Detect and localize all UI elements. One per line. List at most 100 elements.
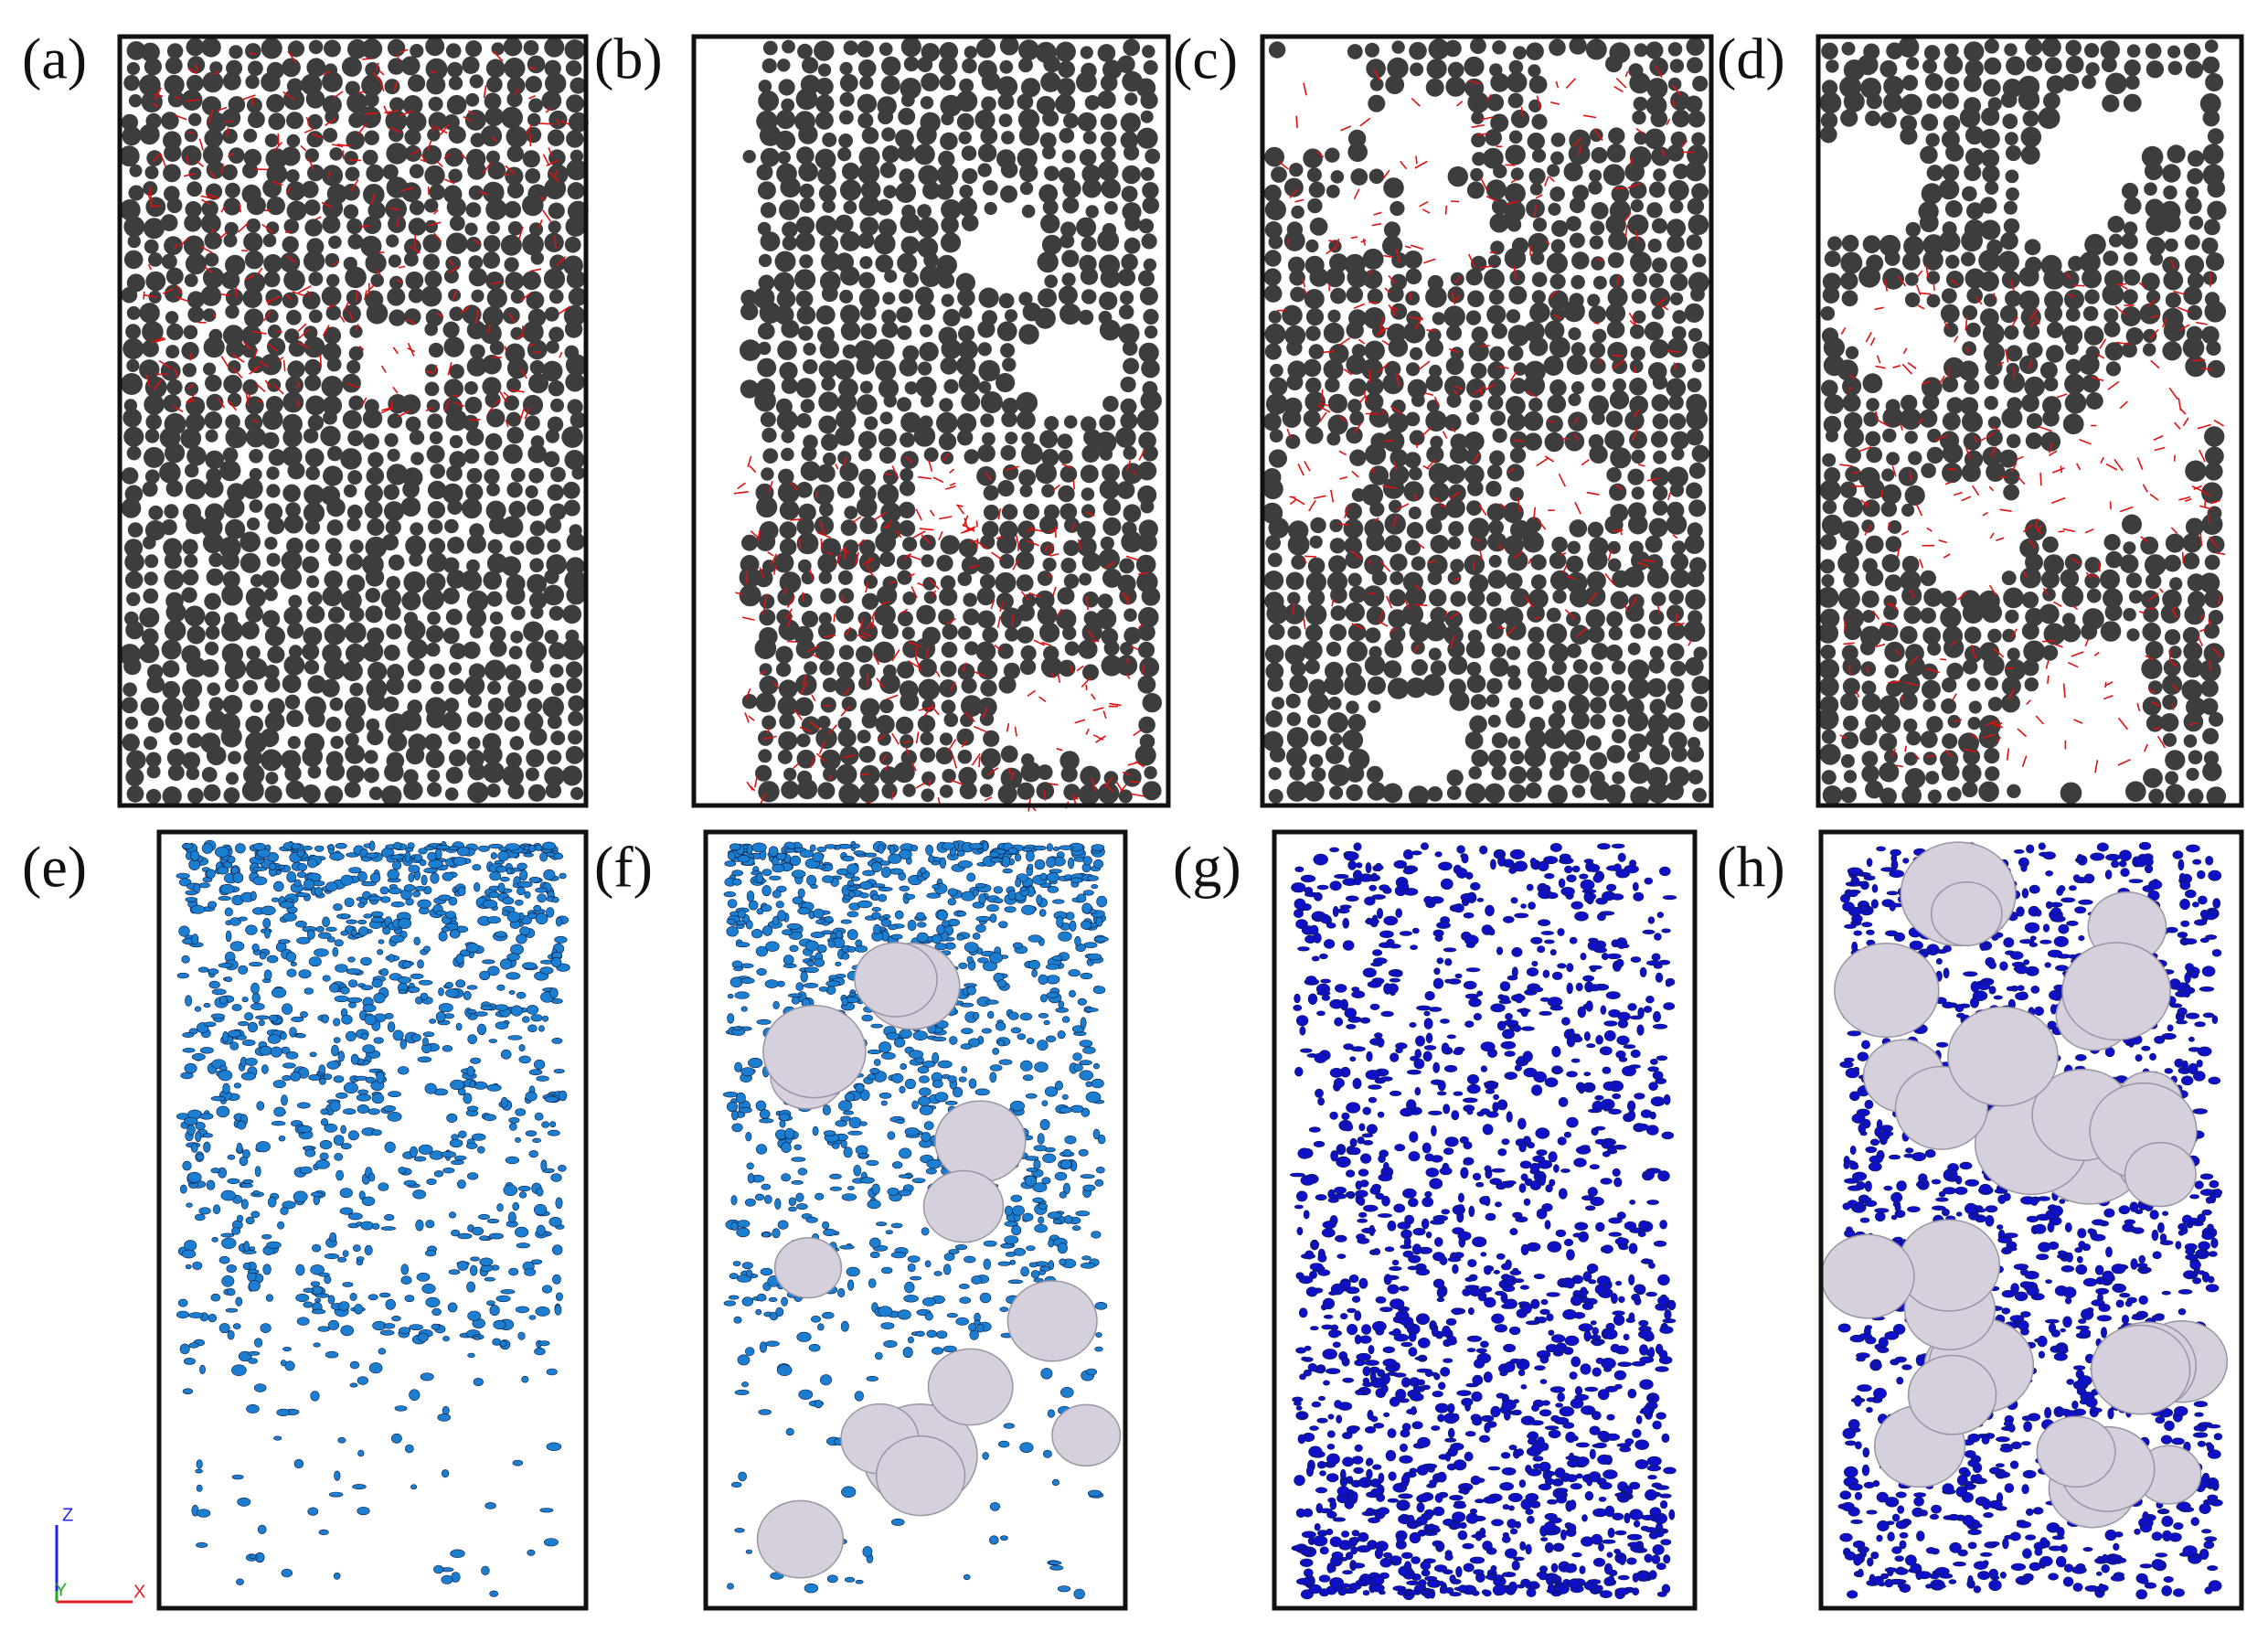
- particle: [328, 551, 343, 567]
- contact: [333, 1075, 345, 1083]
- particle: [822, 677, 838, 693]
- particle: [1631, 449, 1645, 464]
- crack: [209, 170, 216, 179]
- particle: [1058, 659, 1076, 677]
- particle: [2162, 256, 2180, 274]
- crack: [1085, 728, 1090, 735]
- particle: [1946, 662, 1964, 680]
- particle: [386, 234, 399, 248]
- particle: [1924, 73, 1943, 91]
- particle: [384, 603, 401, 621]
- contact: [185, 995, 193, 1007]
- panel-frame: [1815, 34, 2244, 808]
- particle: [1285, 434, 1301, 449]
- crack: [767, 550, 774, 557]
- particle: [465, 92, 480, 107]
- particle: [1965, 645, 1983, 664]
- particle: [527, 573, 547, 594]
- particle: [2122, 514, 2142, 535]
- crack: [761, 607, 765, 615]
- particle: [1571, 784, 1586, 798]
- contact: [297, 1125, 313, 1133]
- particle: [1919, 409, 1938, 428]
- particle: [265, 396, 283, 413]
- particle: [1138, 219, 1155, 234]
- crack: [479, 191, 488, 196]
- particle: [568, 695, 585, 712]
- particle: [2084, 557, 2102, 573]
- particle: [964, 641, 979, 656]
- contact: [457, 1130, 467, 1139]
- particle: [1058, 485, 1075, 503]
- particle: [1943, 114, 1961, 133]
- particle: [408, 74, 426, 92]
- particle: [1926, 165, 1943, 182]
- crack: [554, 236, 557, 249]
- particle: [431, 680, 444, 695]
- particle: [1984, 38, 1999, 54]
- particle: [922, 577, 936, 591]
- particle: [466, 534, 486, 554]
- particle: [1525, 728, 1547, 750]
- particle: [777, 696, 798, 717]
- particle: [284, 328, 300, 344]
- crack: [220, 163, 224, 174]
- particle: [484, 391, 501, 408]
- crack: [1085, 684, 1088, 690]
- contact: [315, 925, 325, 933]
- particle: [561, 765, 582, 786]
- particle: [1039, 132, 1057, 149]
- particle: [1264, 250, 1282, 267]
- particle: [1041, 234, 1062, 255]
- particle: [1369, 77, 1384, 91]
- crack: [1613, 86, 1624, 93]
- particle: [1884, 574, 1902, 592]
- particle: [2123, 93, 2142, 112]
- particle: [1926, 293, 1941, 308]
- particle: [1999, 304, 2018, 324]
- crack: [145, 374, 151, 388]
- crack: [2154, 446, 2166, 452]
- particle: [1687, 197, 1705, 215]
- crack: [1041, 641, 1052, 647]
- particle: [1942, 411, 1961, 431]
- particle: [1888, 520, 1902, 534]
- particle: [1904, 485, 1925, 507]
- particle: [818, 571, 833, 584]
- particle: [918, 678, 940, 701]
- particle: [1464, 448, 1482, 465]
- particle: [2060, 623, 2082, 643]
- particle: [527, 443, 547, 464]
- particle: [1367, 676, 1386, 695]
- particle: [1363, 269, 1383, 289]
- particle: [1666, 514, 1688, 535]
- particle: [817, 782, 836, 800]
- crack: [469, 419, 481, 421]
- particle: [775, 645, 793, 664]
- particle: [1607, 558, 1622, 572]
- crack: [942, 453, 950, 462]
- crack: [2218, 595, 2221, 605]
- particle: [550, 731, 566, 746]
- particle: [1406, 521, 1424, 539]
- particle: [400, 496, 421, 517]
- crack: [950, 779, 964, 786]
- crack: [2006, 748, 2010, 761]
- particle: [2020, 126, 2042, 148]
- particle: [2018, 89, 2040, 111]
- particle: [223, 197, 241, 216]
- particle: [1097, 44, 1116, 62]
- crack: [1507, 200, 1519, 206]
- crack: [2010, 628, 2018, 638]
- particle: [956, 112, 974, 131]
- crack: [1454, 294, 1461, 301]
- contact: [389, 934, 405, 944]
- particle: [1120, 131, 1139, 150]
- particle: [161, 112, 179, 130]
- particle: [1631, 486, 1645, 500]
- contact: [217, 866, 229, 875]
- particle: [250, 573, 264, 588]
- particle: [1099, 479, 1120, 500]
- crack: [2028, 359, 2033, 369]
- crack: [1992, 426, 2001, 432]
